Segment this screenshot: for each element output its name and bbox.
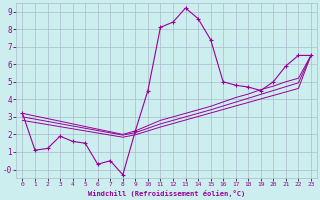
X-axis label: Windchill (Refroidissement éolien,°C): Windchill (Refroidissement éolien,°C) <box>88 190 245 197</box>
